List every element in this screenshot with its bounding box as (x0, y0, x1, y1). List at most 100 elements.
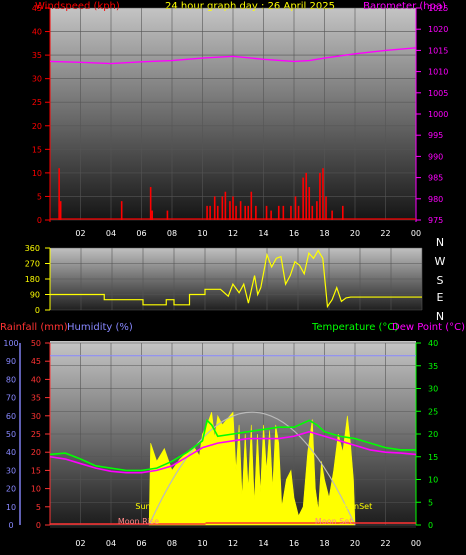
wind-speed-bar (206, 205, 208, 220)
direction-tick-label: 360 (25, 244, 40, 253)
wind-speed-bar (319, 172, 321, 220)
wind-speed-bar (270, 210, 272, 220)
wind-speed-bar (250, 191, 253, 220)
compass-label: N (436, 310, 444, 323)
hour-tick-label: 16 (289, 539, 299, 548)
temperature-tick-label: 25 (428, 407, 438, 416)
humidity-tick-label: 10 (6, 503, 16, 512)
wind-speed-bar (294, 196, 297, 220)
windspeed-tick-label: 45 (32, 4, 42, 13)
temperature-tick-label: 0 (428, 521, 433, 530)
hour-tick-label: 08 (167, 539, 177, 548)
wind-speed-bar (151, 210, 153, 220)
dewpoint-axis-label: Dew Point (°C) (392, 322, 465, 333)
barometer-tick-label: 995 (428, 131, 443, 140)
wind-speed-bar (331, 210, 333, 220)
temperature-panel: 0510152025303540010203040506070809010005… (3, 339, 438, 548)
rainfall-tick-label: 50 (31, 339, 41, 348)
compass-label: S (437, 274, 444, 287)
rainfall-tick-label: 0 (36, 521, 41, 530)
windspeed-tick-label: 0 (37, 216, 42, 225)
rainfall-tick-label: 5 (36, 503, 41, 512)
temperature-tick-label: 40 (428, 339, 438, 348)
barometer-tick-label: 1015 (428, 46, 448, 55)
windspeed-axis-label: Windspeed (kph) (35, 1, 120, 12)
wind-speed-bar (120, 201, 123, 220)
humidity-tick-label: 60 (6, 412, 16, 421)
wind-speed-bar (316, 201, 318, 220)
dew-point-line (49, 430, 417, 474)
temperature-tick-label: 20 (428, 430, 438, 439)
hour-tick-label: 00 (411, 229, 421, 238)
temperature-tick-label: 30 (428, 385, 438, 394)
rainfall-tick-label: 10 (31, 485, 41, 494)
hour-tick-label: 22 (380, 229, 390, 238)
wind-speed-bar (224, 191, 227, 220)
hour-tick-label: 04 (106, 539, 116, 548)
wind-speed-bar (308, 187, 311, 220)
humidity-tick-label: 0 (8, 521, 13, 530)
hour-tick-label: 00 (411, 539, 421, 548)
compass-label: W (435, 255, 446, 268)
wind-speed-bar (213, 196, 216, 220)
sunset-label: SunSet (344, 502, 372, 511)
wind-speed-bar (229, 201, 231, 220)
wind-speed-bar (302, 177, 304, 220)
hour-tick-label: 14 (258, 229, 268, 238)
wind-speed-bar (59, 201, 62, 220)
wind-speed-bar (282, 205, 285, 220)
barometer-tick-label: 985 (428, 174, 443, 183)
rainfall-tick-label: 25 (31, 430, 41, 439)
windspeed-tick-label: 5 (37, 192, 42, 201)
hour-tick-label: 14 (258, 539, 268, 548)
hour-tick-label: 08 (167, 229, 177, 238)
humidity-tick-label: 70 (6, 394, 16, 403)
barometer-tick-label: 1025 (428, 4, 448, 13)
hour-tick-label: 16 (289, 229, 299, 238)
rainfall-tick-label: 40 (31, 375, 41, 384)
wind-speed-bar (322, 168, 324, 220)
wind-speed-bar (216, 205, 219, 220)
rainfall-tick-label: 45 (31, 357, 41, 366)
direction-tick-label: 180 (25, 275, 40, 284)
hour-tick-label: 02 (75, 229, 85, 238)
barometer-tick-label: 1020 (428, 25, 448, 34)
moonrise-label: Moon Rise (118, 517, 159, 526)
sun-arc (148, 411, 356, 526)
direction-tick-label: 90 (30, 291, 40, 300)
hour-tick-label: 10 (197, 539, 207, 548)
humidity-tick-label: 90 (6, 357, 16, 366)
wind-speed-bar (290, 205, 292, 220)
wind-speed-bar (221, 196, 224, 220)
rainfall-tick-label: 15 (31, 466, 41, 475)
hour-tick-label: 12 (228, 229, 238, 238)
humidity-axis-label: Humidity (%) (67, 322, 133, 333)
rainfall-tick-label: 30 (31, 412, 41, 421)
chart-title: 24 hour graph day : 26 April 2025 (165, 1, 335, 12)
hour-tick-label: 12 (228, 539, 238, 548)
wind-speed-bar (247, 205, 250, 220)
wind-speed-bar (244, 205, 246, 220)
hour-tick-label: 18 (319, 229, 329, 238)
windspeed-tick-label: 35 (32, 51, 42, 60)
windspeed-tick-label: 10 (32, 169, 42, 178)
barometer-tick-label: 1010 (428, 68, 448, 77)
temperature-tick-label: 10 (428, 476, 438, 485)
wind-speed-bar (209, 205, 211, 220)
direction-tick-label: 270 (25, 260, 40, 269)
hour-tick-label: 20 (350, 229, 360, 238)
compass-label: E (437, 291, 444, 304)
wind-speed-bar (235, 205, 237, 220)
temperature-line (49, 418, 416, 472)
compass-label: N (436, 236, 444, 249)
wind-speed-bar (255, 205, 257, 220)
temperature-tick-label: 35 (428, 362, 438, 371)
barometer-axis-label: Barometer (hpa) (363, 1, 446, 12)
temperature-axis-label: Temperature (°C) (311, 322, 398, 333)
barometer-tick-label: 1005 (428, 89, 448, 98)
wind-speed-bar (239, 201, 242, 220)
barometer-line (49, 47, 417, 65)
temperature-tick-label: 5 (428, 498, 433, 507)
wind-speed-bar (297, 205, 300, 220)
